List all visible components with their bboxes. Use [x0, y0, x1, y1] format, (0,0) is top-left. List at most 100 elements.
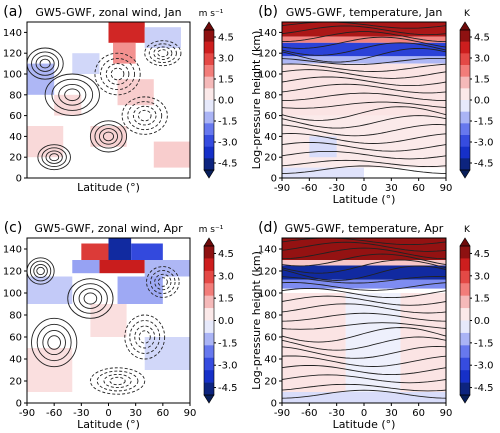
contour-line: [282, 133, 446, 144]
contour-line: [282, 25, 446, 36]
colorbar-segment: [460, 88, 470, 101]
contour-line: [282, 327, 446, 343]
panel-2: GW5-GWF, zonal wind, Apr (c) 0 20 40 60 80 100 1…: [1, 218, 238, 431]
colorbar-segment: [204, 270, 214, 284]
colorbar-segment: [204, 146, 214, 159]
colorbar-segment: [204, 158, 214, 171]
y-tick-label: 140: [3, 245, 22, 256]
colorbar-extend-top: [459, 21, 471, 31]
colorbar-segment: [460, 123, 470, 136]
contour-line: [39, 58, 51, 69]
contour-line: [282, 276, 446, 284]
colorbar-segment: [204, 258, 214, 272]
y-tick-label: 80: [9, 90, 22, 101]
colorbar-unit: K: [464, 225, 471, 235]
colorbar-tick-label: 1.5: [218, 294, 234, 305]
colorbar-tick-label: -4.5: [218, 383, 238, 394]
anomaly-cell: [90, 304, 127, 337]
anomaly-cell: [72, 53, 100, 74]
contour-line: [282, 336, 446, 351]
colorbar-extend-top: [203, 21, 215, 31]
contour-line: [49, 153, 60, 162]
y-tick-label: 40: [264, 132, 277, 143]
contour-line: [36, 323, 72, 362]
contour-line: [282, 57, 446, 66]
contour-line: [282, 259, 446, 274]
contour-line: [282, 92, 446, 102]
colorbar-tick-label: -1.5: [218, 338, 238, 349]
colorbar-tick-label: -3.0: [218, 361, 238, 372]
contour-lines: [27, 40, 182, 171]
panel-label: (c): [1, 218, 25, 236]
x-tick-label: -60: [301, 408, 317, 419]
anomaly-cell: [282, 392, 446, 403]
contour-line: [282, 312, 446, 322]
colorbar-unit: K: [464, 9, 471, 19]
x-tick-label: 90: [440, 183, 453, 194]
contour-line: [42, 329, 66, 356]
x-axis-label: Latitude (°): [77, 181, 140, 194]
contour-line: [282, 374, 446, 384]
contour-line: [110, 67, 125, 81]
y-tick-label: 40: [264, 355, 277, 366]
panel-label: (a): [1, 2, 25, 20]
contour-line: [282, 31, 446, 43]
colorbar-tick-label: 4.5: [218, 249, 234, 260]
y-tick-label: 20: [9, 153, 22, 164]
contour-line: [157, 49, 169, 58]
colorbar-extend-bottom: [203, 394, 215, 404]
anomaly-cell: [144, 337, 190, 370]
y-tick-label: 100: [3, 289, 22, 300]
y-tick-label: 0: [16, 174, 22, 185]
y-tick-label: 0: [271, 174, 277, 185]
colorbar: m s⁻¹ 4.5 3.0 1.5 0.0 -1.5 -3.0 -4.5: [199, 9, 238, 179]
x-tick-label: -30: [328, 183, 344, 194]
anomaly-cell: [309, 136, 337, 158]
contour-line: [96, 370, 139, 392]
x-tick-label: 60: [412, 408, 425, 419]
x-tick-label: 0: [361, 408, 367, 419]
y-tick-label: 80: [264, 311, 277, 322]
anomaly-cell: [282, 36, 446, 43]
y-tick-label: 40: [9, 132, 22, 143]
colorbar-segment: [460, 283, 470, 296]
colorbar-segment: [204, 41, 214, 54]
contour-line: [282, 265, 446, 281]
colorbar-segment: [460, 258, 470, 272]
field-3: [282, 238, 446, 403]
anomaly-cell: [81, 243, 109, 260]
anomaly-cell: [27, 126, 64, 158]
colorbar-segment: [460, 135, 470, 147]
y-tick-label: 20: [264, 153, 277, 164]
contour-line: [282, 295, 446, 306]
contour-line: [105, 63, 130, 85]
colorbar-segment: [460, 357, 470, 371]
colorbar-segment: [460, 320, 470, 334]
contour-line: [72, 283, 108, 314]
x-tick-label: 30: [129, 408, 142, 419]
colorbar-segment: [460, 30, 470, 42]
colorbar-extend-bottom: [459, 394, 471, 404]
anomaly-cell: [144, 27, 181, 48]
contour-line: [83, 292, 98, 305]
y-tick-label: 100: [258, 70, 277, 81]
x-tick-label: 60: [156, 408, 169, 419]
contour-line: [98, 128, 119, 145]
contour-line: [282, 303, 446, 314]
contour-line: [146, 266, 180, 298]
anomaly-cell: [144, 260, 190, 277]
y-tick-label: 60: [9, 111, 22, 122]
colorbar-tick-label: -3.0: [218, 138, 238, 149]
panel-label-text: (c): [4, 220, 23, 236]
x-tick-label: -90: [19, 408, 35, 419]
colorbar-tick-label: 3.0: [474, 271, 490, 282]
colorbar-segment: [460, 111, 470, 124]
colorbar-tick-label: 0.0: [474, 96, 490, 107]
x-axis-label: Latitude (°): [333, 193, 396, 206]
colorbar-tick-label: -1.5: [474, 338, 494, 349]
contour-line: [282, 287, 446, 299]
colorbar-segment: [204, 111, 214, 124]
contour-line: [282, 101, 446, 109]
anomaly-cell: [282, 56, 446, 64]
